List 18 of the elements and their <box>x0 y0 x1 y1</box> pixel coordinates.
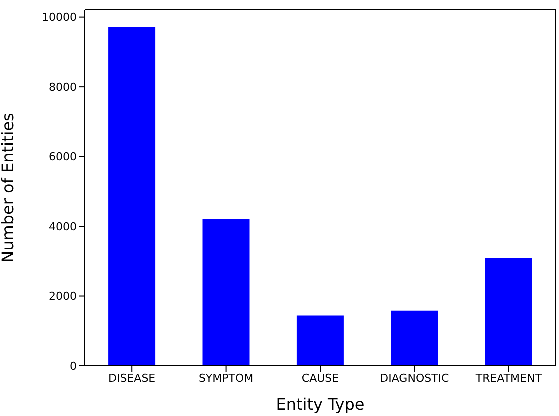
y-tick-label: 4000 <box>49 220 77 234</box>
y-tick-label: 2000 <box>49 290 77 304</box>
bar <box>108 27 156 366</box>
bar <box>391 310 438 366</box>
bar <box>296 316 344 366</box>
x-tick-label: TREATMENT <box>474 372 542 385</box>
x-tick-label: DISEASE <box>108 372 156 385</box>
y-tick-label: 8000 <box>49 80 77 94</box>
x-tick-label: SYMPTOM <box>198 372 254 385</box>
y-tick-label: 10000 <box>42 11 77 24</box>
bar <box>202 220 250 366</box>
x-axis-title: Entity Type <box>276 395 365 414</box>
y-tick-label: 0 <box>70 360 77 373</box>
y-tick-label: 6000 <box>49 150 77 164</box>
bar <box>485 258 532 366</box>
x-tick-label: CAUSE <box>302 372 340 385</box>
x-tick-label: DIAGNOSTIC <box>380 372 450 385</box>
y-axis-title: Number of Entities <box>0 113 18 263</box>
